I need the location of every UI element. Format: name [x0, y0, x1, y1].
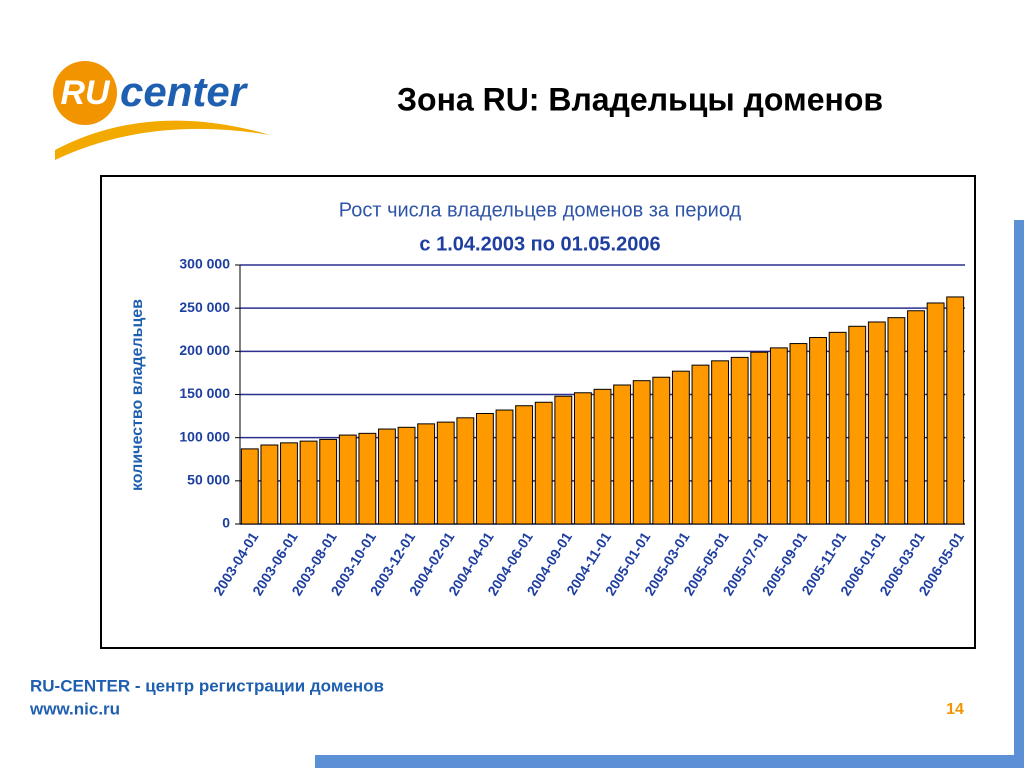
chart-subtitle: с 1.04.2003 по 01.05.2006	[419, 233, 660, 255]
y-tick-label: 0	[222, 515, 230, 531]
logo-ru: RU	[60, 74, 111, 112]
bar	[319, 438, 338, 525]
bar	[593, 388, 612, 525]
bar	[456, 417, 475, 525]
bar	[848, 325, 867, 525]
y-axis-label: количество владельцев	[129, 299, 146, 491]
bar	[946, 296, 965, 525]
logo-circle	[53, 61, 117, 125]
bar	[730, 356, 749, 525]
bar	[711, 360, 729, 525]
logo-center: center	[120, 68, 249, 115]
bar	[378, 428, 396, 525]
bar	[691, 364, 710, 525]
bar	[632, 380, 651, 525]
bar	[867, 321, 886, 525]
bar	[887, 317, 906, 525]
bar	[495, 409, 514, 525]
footer-url: www.nic.ru	[29, 699, 120, 718]
bar	[417, 423, 436, 525]
y-tick-label: 200 000	[179, 342, 230, 358]
bar	[280, 442, 298, 525]
bar	[240, 448, 259, 525]
bar	[515, 405, 534, 525]
bar	[476, 412, 494, 525]
footer-text: RU-CENTER - центр регистрации доменов	[30, 676, 384, 695]
bar	[358, 432, 377, 525]
bar	[789, 343, 808, 525]
chart-title: Рост числа владельцев доменов за период	[339, 199, 742, 221]
y-tick-label: 300 000	[179, 256, 230, 272]
bar	[613, 384, 632, 525]
y-tick-label: 50 000	[187, 472, 230, 488]
bar	[338, 434, 357, 525]
bar	[436, 421, 455, 525]
y-tick-label: 250 000	[179, 299, 230, 315]
bar	[534, 401, 553, 525]
bar	[299, 440, 318, 525]
bar	[260, 444, 279, 525]
page-number: 14	[946, 701, 964, 718]
y-tick-label: 150 000	[179, 385, 230, 401]
bar	[652, 376, 671, 525]
bar	[926, 302, 945, 525]
bar	[769, 347, 788, 525]
y-tick-label: 100 000	[179, 428, 230, 444]
bar	[809, 337, 827, 525]
logo-swoosh	[55, 120, 270, 160]
bar	[671, 370, 690, 525]
bar	[828, 331, 847, 525]
slide-heading: Зона RU: Владельцы доменов	[397, 81, 883, 117]
bar	[554, 395, 573, 525]
bar	[750, 351, 769, 525]
bar	[397, 426, 416, 525]
decor-bar	[1014, 220, 1024, 768]
decor-bar	[315, 755, 1024, 768]
bar	[573, 392, 592, 525]
bar	[907, 310, 925, 525]
